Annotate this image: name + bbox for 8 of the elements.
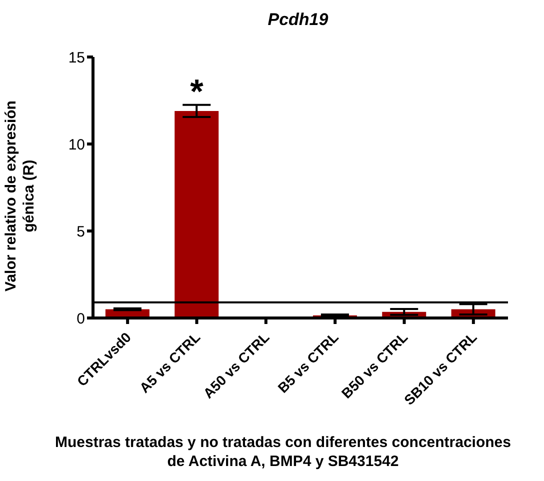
- y-tick-label: 15: [68, 49, 85, 66]
- y-axis-title: Valor relativo de expresión génica (R): [2, 100, 38, 294]
- y-tick-label: 5: [76, 223, 85, 240]
- y-tick-label: 10: [68, 136, 85, 154]
- x-axis-title: Muestras tratadas y no tratadas con diferentes concentraciones de Activina A, BMP4 y SB431542: [54, 433, 512, 471]
- y-tick-label: 0: [76, 310, 85, 328]
- annotation: *: [190, 72, 204, 111]
- chart-title: Pcdh19: [266, 10, 330, 30]
